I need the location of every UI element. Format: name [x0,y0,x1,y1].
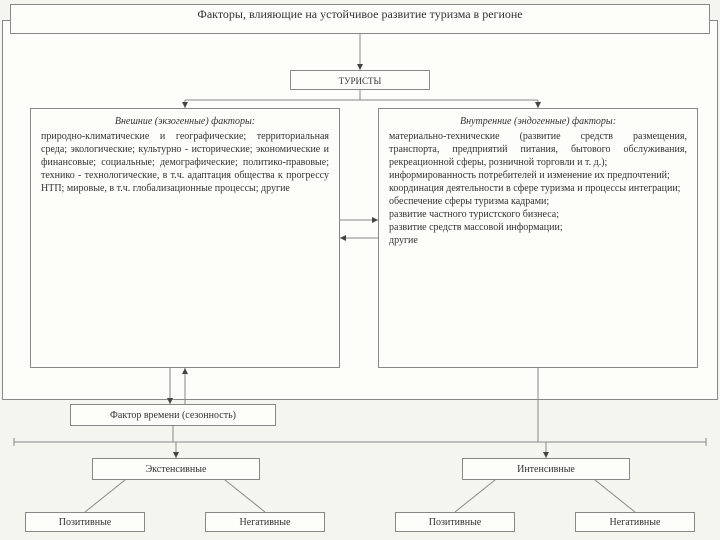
tourists-label: ТУРИСТЫ [339,76,382,86]
season-label: Фактор времени (сезонность) [110,410,236,421]
positive-1-label: Позитивные [59,517,111,528]
title-text: Факторы, влияющие на устойчивое развитие… [197,7,522,21]
tourists-node: ТУРИСТЫ [290,70,430,90]
positive-1: Позитивные [25,512,145,532]
internal-heading: Внутренние (эндогенные) факторы: [389,115,687,128]
negative-2: Негативные [575,512,695,532]
positive-2-label: Позитивные [429,517,481,528]
extensive-node: Экстенсивные [92,458,260,480]
season-factor: Фактор времени (сезонность) [70,404,276,426]
negative-1: Негативные [205,512,325,532]
internal-body: материально-технические (развитие средст… [389,130,687,247]
external-heading: Внешние (экзогенные) факторы: [41,115,329,128]
diagram-title: Факторы, влияющие на устойчивое развитие… [10,4,710,34]
positive-2: Позитивные [395,512,515,532]
external-body: природно-климатические и географические;… [41,131,329,194]
internal-factors: Внутренние (эндогенные) факторы: материа… [378,108,698,368]
intensive-label: Интенсивные [517,464,575,475]
negative-1-label: Негативные [240,517,291,528]
external-factors: Внешние (экзогенные) факторы: природно-к… [30,108,340,368]
negative-2-label: Негативные [610,517,661,528]
intensive-node: Интенсивные [462,458,630,480]
extensive-label: Экстенсивные [146,464,207,475]
